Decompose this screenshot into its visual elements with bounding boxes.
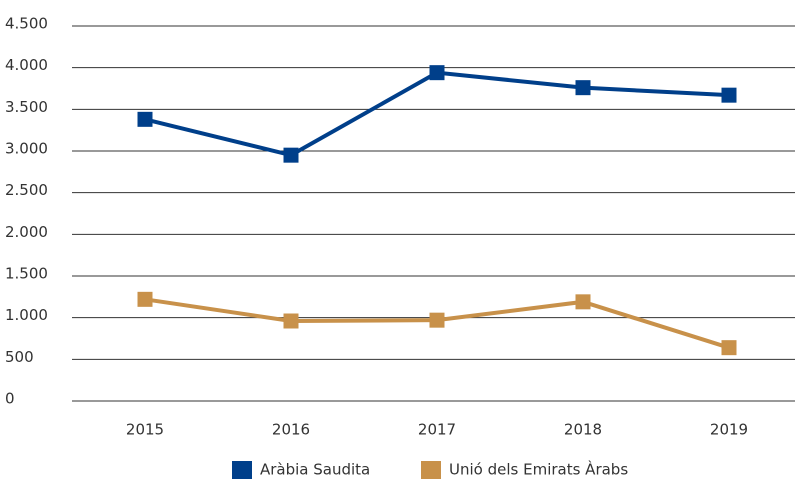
y-tick-label: 0 bbox=[5, 390, 15, 408]
series-line bbox=[144, 70, 730, 158]
y-tick-label: 500 bbox=[5, 348, 34, 366]
y-tick-label: 1.000 bbox=[5, 306, 48, 324]
x-tick-label: 2017 bbox=[418, 421, 456, 439]
legend-swatch bbox=[421, 461, 441, 479]
point-marker bbox=[575, 294, 591, 310]
x-tick-label: 2018 bbox=[564, 421, 602, 439]
point-marker bbox=[283, 147, 299, 163]
legend-swatch bbox=[232, 461, 252, 479]
point-marker bbox=[429, 312, 445, 328]
point-marker bbox=[721, 340, 737, 356]
y-tick-label: 3.000 bbox=[5, 140, 48, 158]
y-tick-label: 1.500 bbox=[5, 265, 48, 283]
y-tick-label: 4.500 bbox=[5, 15, 48, 33]
x-tick-label: 2016 bbox=[272, 421, 310, 439]
y-tick-label: 3.500 bbox=[5, 98, 48, 116]
x-tick-label: 2019 bbox=[710, 421, 748, 439]
y-tick-label: 2.000 bbox=[5, 223, 48, 241]
legend-label: Unió dels Emirats Àrabs bbox=[449, 460, 628, 479]
point-marker bbox=[721, 87, 737, 103]
point-marker bbox=[137, 111, 153, 127]
point-marker bbox=[575, 80, 591, 96]
legend-label: Aràbia Saudita bbox=[260, 461, 370, 479]
point-marker bbox=[283, 313, 299, 329]
y-tick-label: 4.000 bbox=[5, 56, 48, 74]
point-marker bbox=[429, 65, 445, 81]
x-tick-label: 2015 bbox=[126, 421, 164, 439]
y-tick-label: 2.500 bbox=[5, 181, 48, 199]
point-marker bbox=[137, 291, 153, 307]
